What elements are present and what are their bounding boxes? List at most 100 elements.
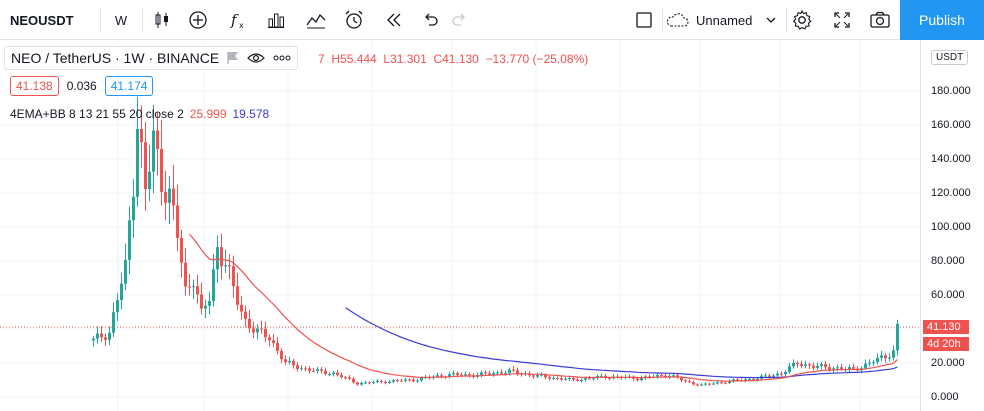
candle-body — [220, 247, 223, 267]
candle-body — [608, 377, 611, 379]
indicator-legend[interactable]: 4EMA+BB 8 13 21 55 20 close 2 25.999 19.… — [10, 107, 269, 121]
price-chart[interactable] — [0, 40, 920, 411]
candle-body — [320, 369, 323, 371]
candle-body — [764, 375, 767, 377]
buy-button[interactable]: 41.174 — [104, 76, 154, 96]
candle-body — [568, 377, 571, 380]
currency-badge[interactable]: USDT — [931, 50, 969, 65]
candle-body — [516, 370, 519, 374]
candle-body — [448, 374, 451, 377]
price-tick: 120.000 — [931, 187, 971, 199]
candle-body — [680, 377, 683, 381]
layout-menu-button[interactable]: Unnamed — [664, 0, 784, 40]
toolbar-divider — [662, 8, 663, 32]
candle-body — [180, 237, 183, 263]
candle-body — [512, 369, 515, 371]
candle-body — [720, 382, 723, 384]
price-axis[interactable]: USDT 180.000 160.000 140.000 120.000 100… — [920, 40, 984, 411]
candle-body — [256, 328, 259, 333]
bar-chart-icon[interactable] — [262, 0, 290, 40]
price-tick: 140.000 — [931, 153, 971, 165]
candle-body — [492, 373, 495, 375]
candles-icon[interactable] — [148, 0, 176, 40]
interval-button[interactable]: W — [114, 12, 128, 28]
candle-body — [96, 333, 99, 339]
candle-body — [396, 380, 399, 382]
candle-body — [840, 367, 843, 370]
chart-pane[interactable] — [0, 40, 920, 411]
expand-icon[interactable] — [828, 0, 856, 40]
candle-body — [768, 375, 771, 377]
change-value: −13.770 (−25.08%) — [485, 52, 589, 66]
ohlc-values: 7 H55.444 L31.301 C41.130 −13.770 (−25.0… — [318, 52, 588, 66]
candle-body — [140, 128, 143, 143]
compare-icon[interactable] — [302, 0, 330, 40]
replay-icon[interactable] — [380, 0, 408, 40]
candle-body — [252, 328, 255, 333]
open-value-tail: 7 — [318, 52, 325, 66]
symbol-legend[interactable]: NEO / TetherUS · 1W · BINANCE — [4, 46, 299, 70]
candle-body — [804, 364, 807, 366]
candle-body — [112, 312, 115, 333]
candle-body — [600, 375, 603, 377]
candle-body — [784, 371, 787, 375]
camera-icon[interactable] — [866, 0, 894, 40]
candle-body — [576, 379, 579, 381]
candle-body — [788, 366, 791, 372]
candle-body — [232, 266, 235, 287]
eye-icon[interactable] — [247, 52, 266, 64]
candle-body — [100, 333, 103, 338]
candle-body — [340, 375, 343, 378]
candle-body — [460, 374, 463, 376]
add-indicator-icon[interactable] — [184, 0, 212, 40]
candle-body — [800, 364, 803, 366]
svg-text:f: f — [230, 11, 239, 29]
candle-body — [308, 368, 311, 371]
flag-icon[interactable] — [227, 51, 239, 65]
candle-body — [508, 369, 511, 374]
fullscreen-icon[interactable] — [630, 0, 658, 40]
toolbar-divider — [142, 8, 143, 32]
undo-icon[interactable] — [416, 0, 444, 40]
candle-body — [276, 343, 279, 351]
gear-icon[interactable] — [788, 0, 816, 40]
candle-body — [456, 373, 459, 375]
candle-body — [532, 375, 535, 377]
candle-body — [104, 337, 107, 340]
chevron-down-icon — [766, 17, 776, 23]
sell-button[interactable]: 41.138 — [10, 76, 59, 96]
candle-body — [452, 373, 455, 375]
candle-body — [328, 374, 331, 376]
more-icon[interactable] — [273, 55, 291, 61]
candle-body — [364, 382, 367, 384]
candle-body — [300, 368, 303, 370]
candle-body — [244, 311, 247, 319]
candle-body — [400, 380, 403, 382]
candle-body — [296, 365, 299, 369]
redo-icon[interactable] — [446, 0, 474, 40]
candle-body — [536, 375, 539, 377]
price-tick: 20.000 — [931, 357, 965, 369]
candle-body — [712, 383, 715, 385]
candle-body — [268, 337, 271, 341]
candle-body — [408, 379, 411, 381]
candle-body — [748, 379, 751, 381]
candle-body — [648, 376, 651, 378]
candle-body — [792, 362, 795, 367]
candle-body — [392, 380, 395, 382]
candle-body — [548, 377, 551, 379]
indicator-value-ema: 25.999 — [189, 107, 227, 121]
candle-body — [360, 382, 363, 385]
candle-body — [504, 373, 507, 375]
candle-body — [664, 375, 667, 378]
candle-body — [828, 367, 831, 370]
candle-body — [672, 375, 675, 377]
publish-button[interactable]: Publish — [900, 0, 984, 40]
candle-body — [468, 374, 471, 376]
alarm-icon[interactable] — [340, 0, 368, 40]
symbol-search-button[interactable]: NEOUSDT — [10, 12, 74, 28]
candle-body — [724, 382, 727, 384]
candle-body — [336, 372, 339, 376]
